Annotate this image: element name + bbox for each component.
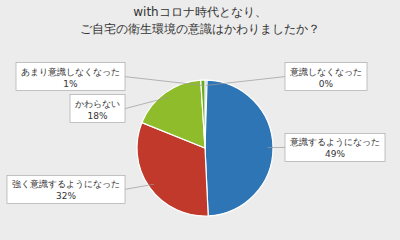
pie-slice xyxy=(142,80,205,148)
data-label-category: 意識しなくなった xyxy=(289,67,362,77)
label-frame xyxy=(70,95,125,123)
label-frame xyxy=(285,133,385,161)
data-label-category: かわらない xyxy=(75,99,120,109)
data-label: 18% xyxy=(87,111,107,121)
leader-line xyxy=(206,77,285,86)
label-box: 意識しなくなった 0% xyxy=(206,63,367,91)
label-box: 意識するようになった 49% xyxy=(268,133,385,161)
label-frame xyxy=(7,175,125,203)
leader-line xyxy=(268,147,285,148)
leader-line xyxy=(125,77,203,86)
leader-line xyxy=(125,97,168,108)
pie-slice xyxy=(201,80,205,148)
labels: 意識しなくなった 0% 意識するようになった 49% 強く意識するようになった 32% かわ… xyxy=(7,63,385,204)
data-label-category: あまり意識しなくなった xyxy=(21,67,120,77)
pie-slice xyxy=(205,80,273,216)
label-box: 強く意識するようになった 32% xyxy=(7,175,154,203)
label-box: かわらない 18% xyxy=(70,95,168,123)
label-frame xyxy=(285,63,367,91)
chart-svg: withコロナ時代となり、ご自宅の衛生環境の意識はかわりましたか？ 意識しなくなっ… xyxy=(0,0,400,240)
subtitle: ご自宅の衛生環境の意識はかわりましたか？ xyxy=(80,22,320,36)
data-label: 49% xyxy=(325,149,345,159)
label-frame xyxy=(16,63,125,91)
data-label-category: 意識するようになった xyxy=(289,137,380,147)
data-label: 0% xyxy=(319,79,334,89)
title: withコロナ時代となり、 xyxy=(133,5,266,19)
chart-container: withコロナ時代となり、ご自宅の衛生環境の意識はかわりましたか？ 意識しなくなっ… xyxy=(0,0,400,240)
leader-line xyxy=(125,184,154,189)
label-box: あまり意識しなくなった 1% xyxy=(16,63,203,91)
data-label-category: 強く意識するようになった xyxy=(12,179,120,189)
data-label: 32% xyxy=(56,191,76,201)
data-label: 1% xyxy=(63,79,78,89)
